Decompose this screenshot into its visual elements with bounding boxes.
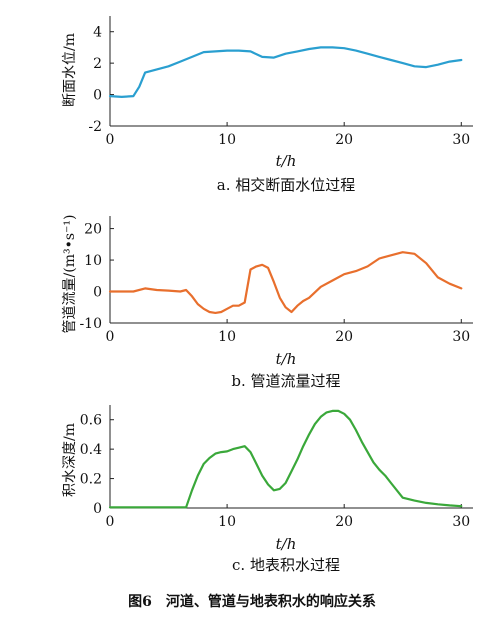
y-tick-label-c: 0.6 bbox=[80, 413, 102, 429]
x-tick-label-c: 10 bbox=[218, 514, 236, 530]
x-axis-label-b: t/h bbox=[276, 350, 297, 368]
chart-panel-b: 管道流量/(m³•s⁻¹) t/h b. 管道流量过程 0 10 20 30-1001… bbox=[62, 215, 473, 390]
y-axis-label-c: 积水深度/m bbox=[62, 423, 78, 497]
x-tick-label-a: 0 bbox=[106, 132, 115, 148]
y-tick-label-b: -10 bbox=[79, 316, 102, 332]
series-line-b bbox=[108, 251, 463, 314]
figure-caption: 图6 河道、管道与地表积水的响应关系 bbox=[128, 593, 376, 610]
caption-b: b. 管道流量过程 bbox=[231, 372, 340, 390]
y-tick-label-c: 0 bbox=[93, 501, 102, 517]
y-tick-label-a: 2 bbox=[93, 56, 102, 72]
x-tick-label-a: 20 bbox=[335, 132, 353, 148]
x-tick-label-b: 30 bbox=[452, 329, 470, 345]
x-tick-label-b: 0 bbox=[106, 329, 115, 345]
caption-c: c. 地表积水过程 bbox=[232, 556, 340, 574]
x-tick-label-b: 20 bbox=[335, 329, 353, 345]
y-tick-label-b: 10 bbox=[84, 253, 102, 269]
y-tick-label-a: -2 bbox=[88, 119, 102, 135]
y-tick-label-b: 0 bbox=[93, 285, 102, 301]
x-tick-label-a: 10 bbox=[218, 132, 236, 148]
caption-a: a. 相交断面水位过程 bbox=[217, 176, 355, 194]
x-tick-label-c: 30 bbox=[452, 514, 470, 530]
y-tick-label-c: 0.4 bbox=[80, 442, 102, 458]
y-axis-label-b: 管道流量/(m³•s⁻¹) bbox=[62, 215, 78, 334]
y-tick-label-c: 0.2 bbox=[80, 472, 102, 488]
x-axis-label-a: t/h bbox=[276, 152, 297, 170]
y-tick-label-a: 4 bbox=[93, 25, 102, 41]
series-line-a bbox=[108, 46, 463, 99]
x-axis-label-c: t/h bbox=[276, 535, 297, 553]
x-tick-label-c: 0 bbox=[106, 514, 115, 530]
x-tick-label-c: 20 bbox=[335, 514, 353, 530]
series-line-c bbox=[108, 409, 463, 509]
y-axis-label-a: 断面水位/m bbox=[62, 33, 78, 107]
y-tick-label-b: 20 bbox=[84, 222, 102, 238]
y-tick-label-a: 0 bbox=[93, 88, 102, 104]
chart-panel-c: 积水深度/m t/h c. 地表积水过程 0 10 20 30 0 0.2 0.4 0.6 bbox=[62, 405, 473, 574]
x-tick-label-a: 30 bbox=[452, 132, 470, 148]
x-tick-label-b: 10 bbox=[218, 329, 236, 345]
